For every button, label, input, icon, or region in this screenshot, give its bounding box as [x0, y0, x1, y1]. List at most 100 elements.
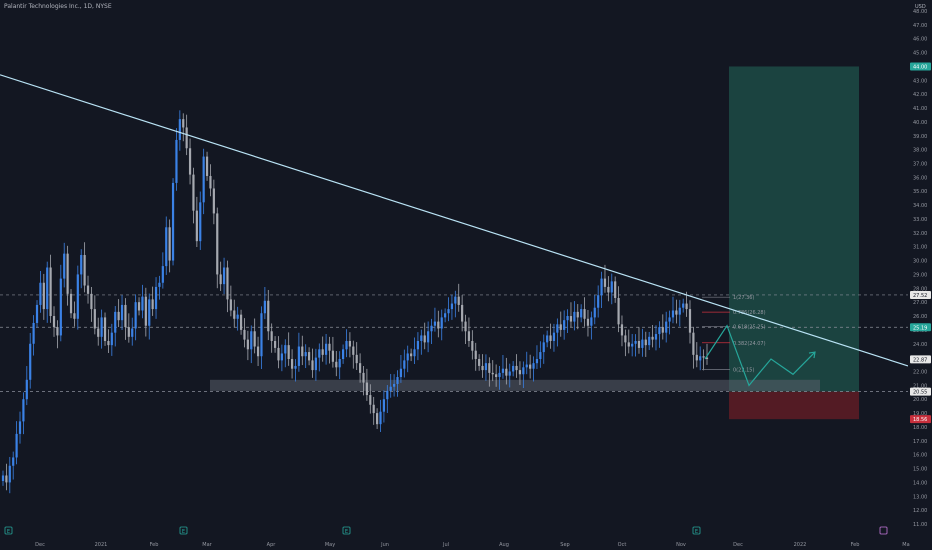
- candle-body: [212, 188, 215, 214]
- candle-body: [267, 300, 270, 332]
- candle-body: [97, 328, 100, 337]
- time-tick-label: Nov: [676, 542, 686, 548]
- candle-body: [563, 320, 566, 330]
- candle-body: [651, 336, 654, 340]
- candle-body: [491, 372, 494, 375]
- time-tick-label: Feb: [150, 542, 159, 548]
- candle-body: [233, 310, 236, 319]
- candle-body: [532, 363, 535, 369]
- candle-body: [416, 340, 420, 350]
- fib-level-label: 0.382(24.07): [733, 341, 766, 347]
- candle-body: [175, 139, 178, 183]
- earnings-marker-box: [692, 526, 701, 535]
- candle-body: [641, 339, 644, 348]
- earnings-marker: E: [692, 526, 701, 535]
- candle-body: [379, 411, 382, 425]
- price-tick-label: 30.00: [913, 259, 927, 265]
- candle-body: [403, 360, 406, 369]
- candle-body: [250, 331, 253, 350]
- candle-body: [654, 334, 658, 340]
- candle-body: [32, 322, 35, 344]
- candle-body: [461, 304, 464, 322]
- earnings-marker: E: [342, 526, 351, 535]
- price-tick-label: 48.00: [913, 9, 927, 15]
- candle-body: [171, 182, 175, 261]
- candle-body: [600, 278, 603, 296]
- support-zone: [210, 379, 820, 391]
- candle-body: [141, 296, 144, 311]
- candle-body: [454, 296, 457, 304]
- candle-body: [586, 318, 590, 326]
- candle-body: [311, 360, 314, 371]
- candle-body: [508, 371, 511, 376]
- candle-body: [29, 343, 32, 380]
- price-axis: USD 11.00 12.00 13.00 14.00 15.00 16.00 17.00 18…: [908, 0, 932, 550]
- candle-body: [393, 383, 396, 387]
- candle-body: [76, 274, 79, 319]
- earnings-marker-letter: E: [345, 529, 348, 535]
- descending-trendline: [0, 74, 909, 367]
- candle-body: [695, 354, 698, 361]
- candle-body: [444, 313, 447, 318]
- candle-body: [573, 311, 576, 322]
- price-tick-label: 26.00: [913, 314, 927, 320]
- candle-body: [165, 227, 168, 267]
- price-badge-label: 27.52: [913, 293, 927, 299]
- price-tick-label: 41.00: [913, 106, 927, 112]
- zones-layer: [210, 66, 859, 420]
- candle-body: [154, 286, 158, 310]
- time-tick-label: Dec: [35, 542, 45, 548]
- candle-body: [42, 282, 45, 310]
- candle-body: [433, 321, 437, 326]
- time-tick-label: 2022: [794, 542, 807, 548]
- candle-body: [658, 327, 661, 335]
- fib-level-label: 0.786(26.28): [733, 310, 766, 316]
- candle-body: [321, 349, 324, 355]
- fib-level-label: 1(27.36): [733, 295, 754, 301]
- price-tick-label: 21.00: [913, 383, 927, 389]
- candle-body: [15, 433, 18, 458]
- candle-body: [682, 303, 685, 308]
- candle-body: [413, 349, 416, 357]
- time-tick-label: Aug: [499, 542, 509, 548]
- candle-body: [376, 413, 379, 425]
- candle-body: [352, 346, 355, 355]
- candle-body: [148, 299, 151, 326]
- candle-body: [46, 267, 49, 310]
- price-axis-background: [908, 0, 932, 550]
- price-tick-label: 33.00: [913, 217, 927, 223]
- price-badge-label: 18.56: [913, 417, 927, 423]
- price-tick-label: 43.00: [913, 78, 927, 84]
- price-badge: [910, 415, 931, 424]
- candle-body: [566, 316, 569, 321]
- candle-body: [410, 353, 413, 357]
- earnings-marker-box: [342, 526, 351, 535]
- price-tick-label: 27.00: [913, 300, 927, 306]
- price-tick-label: 29.00: [913, 272, 927, 278]
- candle-body: [66, 253, 69, 294]
- candle-body: [447, 309, 450, 314]
- candle-body: [124, 304, 127, 328]
- candle-body: [420, 335, 423, 341]
- candle-body: [440, 317, 443, 329]
- candle-body: [457, 296, 460, 305]
- candle-body: [665, 321, 668, 333]
- reference-lines-layer: [0, 294, 908, 392]
- candle-body: [270, 331, 273, 341]
- price-tick-label: 37.00: [913, 162, 927, 168]
- candle-body: [518, 370, 522, 375]
- candle-body: [277, 347, 280, 361]
- candle-body: [59, 278, 62, 336]
- price-tick-label: 42.00: [913, 92, 927, 98]
- candle-body: [705, 357, 709, 360]
- candle-body: [284, 345, 287, 354]
- candle-body: [471, 340, 474, 351]
- price-tick-label: 20.00: [913, 397, 927, 403]
- candle-body: [69, 293, 73, 314]
- candle-body: [488, 363, 491, 373]
- candle-body: [324, 343, 328, 355]
- earnings-marker-letter: E: [182, 529, 185, 535]
- price-tick-label: 16.00: [913, 453, 927, 459]
- candle-body: [603, 278, 607, 287]
